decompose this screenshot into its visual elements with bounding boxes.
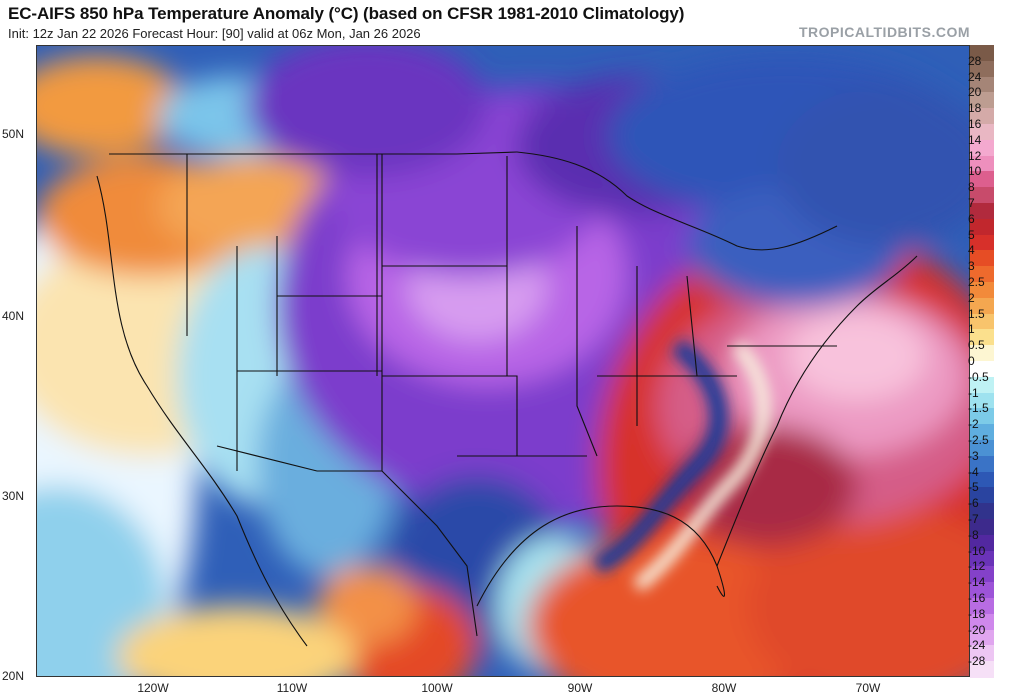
colorbar-label: 1.5 (968, 306, 985, 321)
colorbar-swatch (970, 645, 994, 662)
colorbar-label: 10 (968, 164, 982, 179)
lon-label-80w: 80W (711, 681, 737, 695)
colorbar-label: -0.5 (968, 369, 989, 384)
colorbar-swatch (970, 408, 994, 425)
colorbar-label: 16 (968, 117, 982, 131)
colorbar-label: -1 (968, 385, 979, 400)
colorbar-label: 24 (968, 69, 982, 84)
colorbar-label: -24 (968, 638, 986, 653)
colorbar-swatch (970, 218, 994, 236)
lat-label-40n: 40N (2, 309, 25, 323)
colorbar-swatch (970, 598, 994, 615)
colorbar-swatch (970, 392, 994, 409)
colorbar-swatch (970, 282, 994, 299)
colorbar-label: -4 (968, 464, 979, 479)
lon-label-120w: 120W (137, 681, 169, 695)
colorbar-label: -20 (968, 622, 986, 637)
colorbar-swatch (970, 503, 994, 520)
lon-label-90w: 90W (567, 681, 593, 695)
colorbar-label: 7 (968, 196, 975, 210)
colorbar-swatch (970, 455, 994, 473)
lat-label-20n: 20N (2, 669, 25, 683)
colorbar-label: 5 (968, 227, 975, 242)
colorbar-label: 20 (968, 85, 982, 100)
colorbar-swatch (970, 171, 994, 188)
lon-label-100w: 100W (421, 681, 453, 695)
colorbar-swatch (970, 613, 994, 631)
colorbar-swatch (970, 345, 994, 362)
anomaly-field (37, 46, 969, 676)
colorbar-label: -1.5 (968, 401, 989, 416)
colorbar-swatch (970, 519, 994, 536)
map-canvas (37, 46, 969, 676)
lon-label-110w: 110W (276, 681, 308, 695)
anomaly-map (36, 45, 970, 677)
colorbar-label: -3 (968, 448, 979, 463)
colorbar-swatch (970, 361, 994, 378)
colorbar-label: -18 (968, 606, 986, 621)
colorbar-swatch (970, 203, 994, 220)
boundary-lines (96, 151, 918, 647)
colorbar-label: -28 (968, 654, 986, 669)
colorbar-swatch (970, 471, 994, 488)
colorbar-label: 3 (968, 259, 975, 274)
colorbar-swatch (970, 440, 994, 457)
colorbar-swatch (970, 266, 994, 283)
colorbar-swatch (970, 487, 994, 504)
colorbar-label: -7 (968, 512, 979, 526)
colorbar-label: -6 (968, 496, 979, 511)
brand-watermark: TROPICALTIDBITS.COM (798, 24, 970, 40)
colorbar-label: 28 (968, 53, 982, 68)
colorbar-label: -2 (968, 417, 979, 432)
colorbar-swatch (970, 76, 994, 93)
colorbar-swatch (970, 424, 994, 441)
colorbar-swatch (970, 108, 994, 125)
colorbar-label: -10 (968, 543, 986, 558)
colorbar-label: 1 (968, 322, 975, 337)
chart-subtitle: Init: 12z Jan 22 2026 Forecast Hour: [90… (8, 26, 421, 41)
colorbar-swatch (970, 376, 994, 394)
colorbar-label: 2 (968, 290, 975, 305)
colorbar-label: -5 (968, 480, 979, 495)
colorbar-swatch (970, 313, 994, 330)
lat-label-30n: 30N (2, 489, 25, 503)
colorbar-label: -8 (968, 527, 979, 542)
colorbar-swatch (970, 329, 994, 346)
colorbar-swatch (970, 582, 994, 599)
chart-title: EC-AIFS 850 hPa Temperature Anomaly (°C)… (8, 4, 685, 23)
colorbar-label: 2.5 (968, 275, 985, 289)
colorbar-label: 8 (968, 180, 975, 195)
colorbar-swatch (970, 550, 994, 567)
colorbar-swatch (970, 234, 994, 251)
colorbar-swatch (970, 566, 994, 583)
colorbar-swatch (970, 92, 994, 109)
colorbar (970, 45, 994, 678)
lon-label-70w: 70W (855, 681, 881, 695)
colorbar-label: 0.5 (968, 338, 985, 353)
colorbar-swatch (970, 297, 994, 315)
colorbar-label: -14 (968, 575, 986, 590)
colorbar-label: 6 (968, 211, 975, 226)
colorbar-label: -12 (968, 559, 986, 574)
colorbar-label: 12 (968, 148, 982, 163)
colorbar-label: -2.5 (968, 433, 989, 447)
lat-label-50n: 50N (2, 127, 25, 141)
colorbar-swatch (970, 629, 994, 646)
colorbar-label: -16 (968, 591, 986, 605)
colorbar-swatch (970, 250, 994, 267)
colorbar-swatch (970, 124, 994, 141)
colorbar-swatch (970, 139, 994, 157)
colorbar-swatch (970, 155, 994, 172)
colorbar-label: 14 (968, 132, 982, 147)
colorbar-swatch (970, 661, 994, 678)
colorbar-label: 18 (968, 101, 982, 116)
colorbar-swatch (970, 187, 994, 204)
colorbar-swatch (970, 60, 994, 78)
colorbar-label: 4 (968, 243, 975, 258)
colorbar-swatch (970, 534, 994, 552)
colorbar-swatch (970, 45, 994, 62)
colorbar-label: 0 (968, 354, 975, 368)
